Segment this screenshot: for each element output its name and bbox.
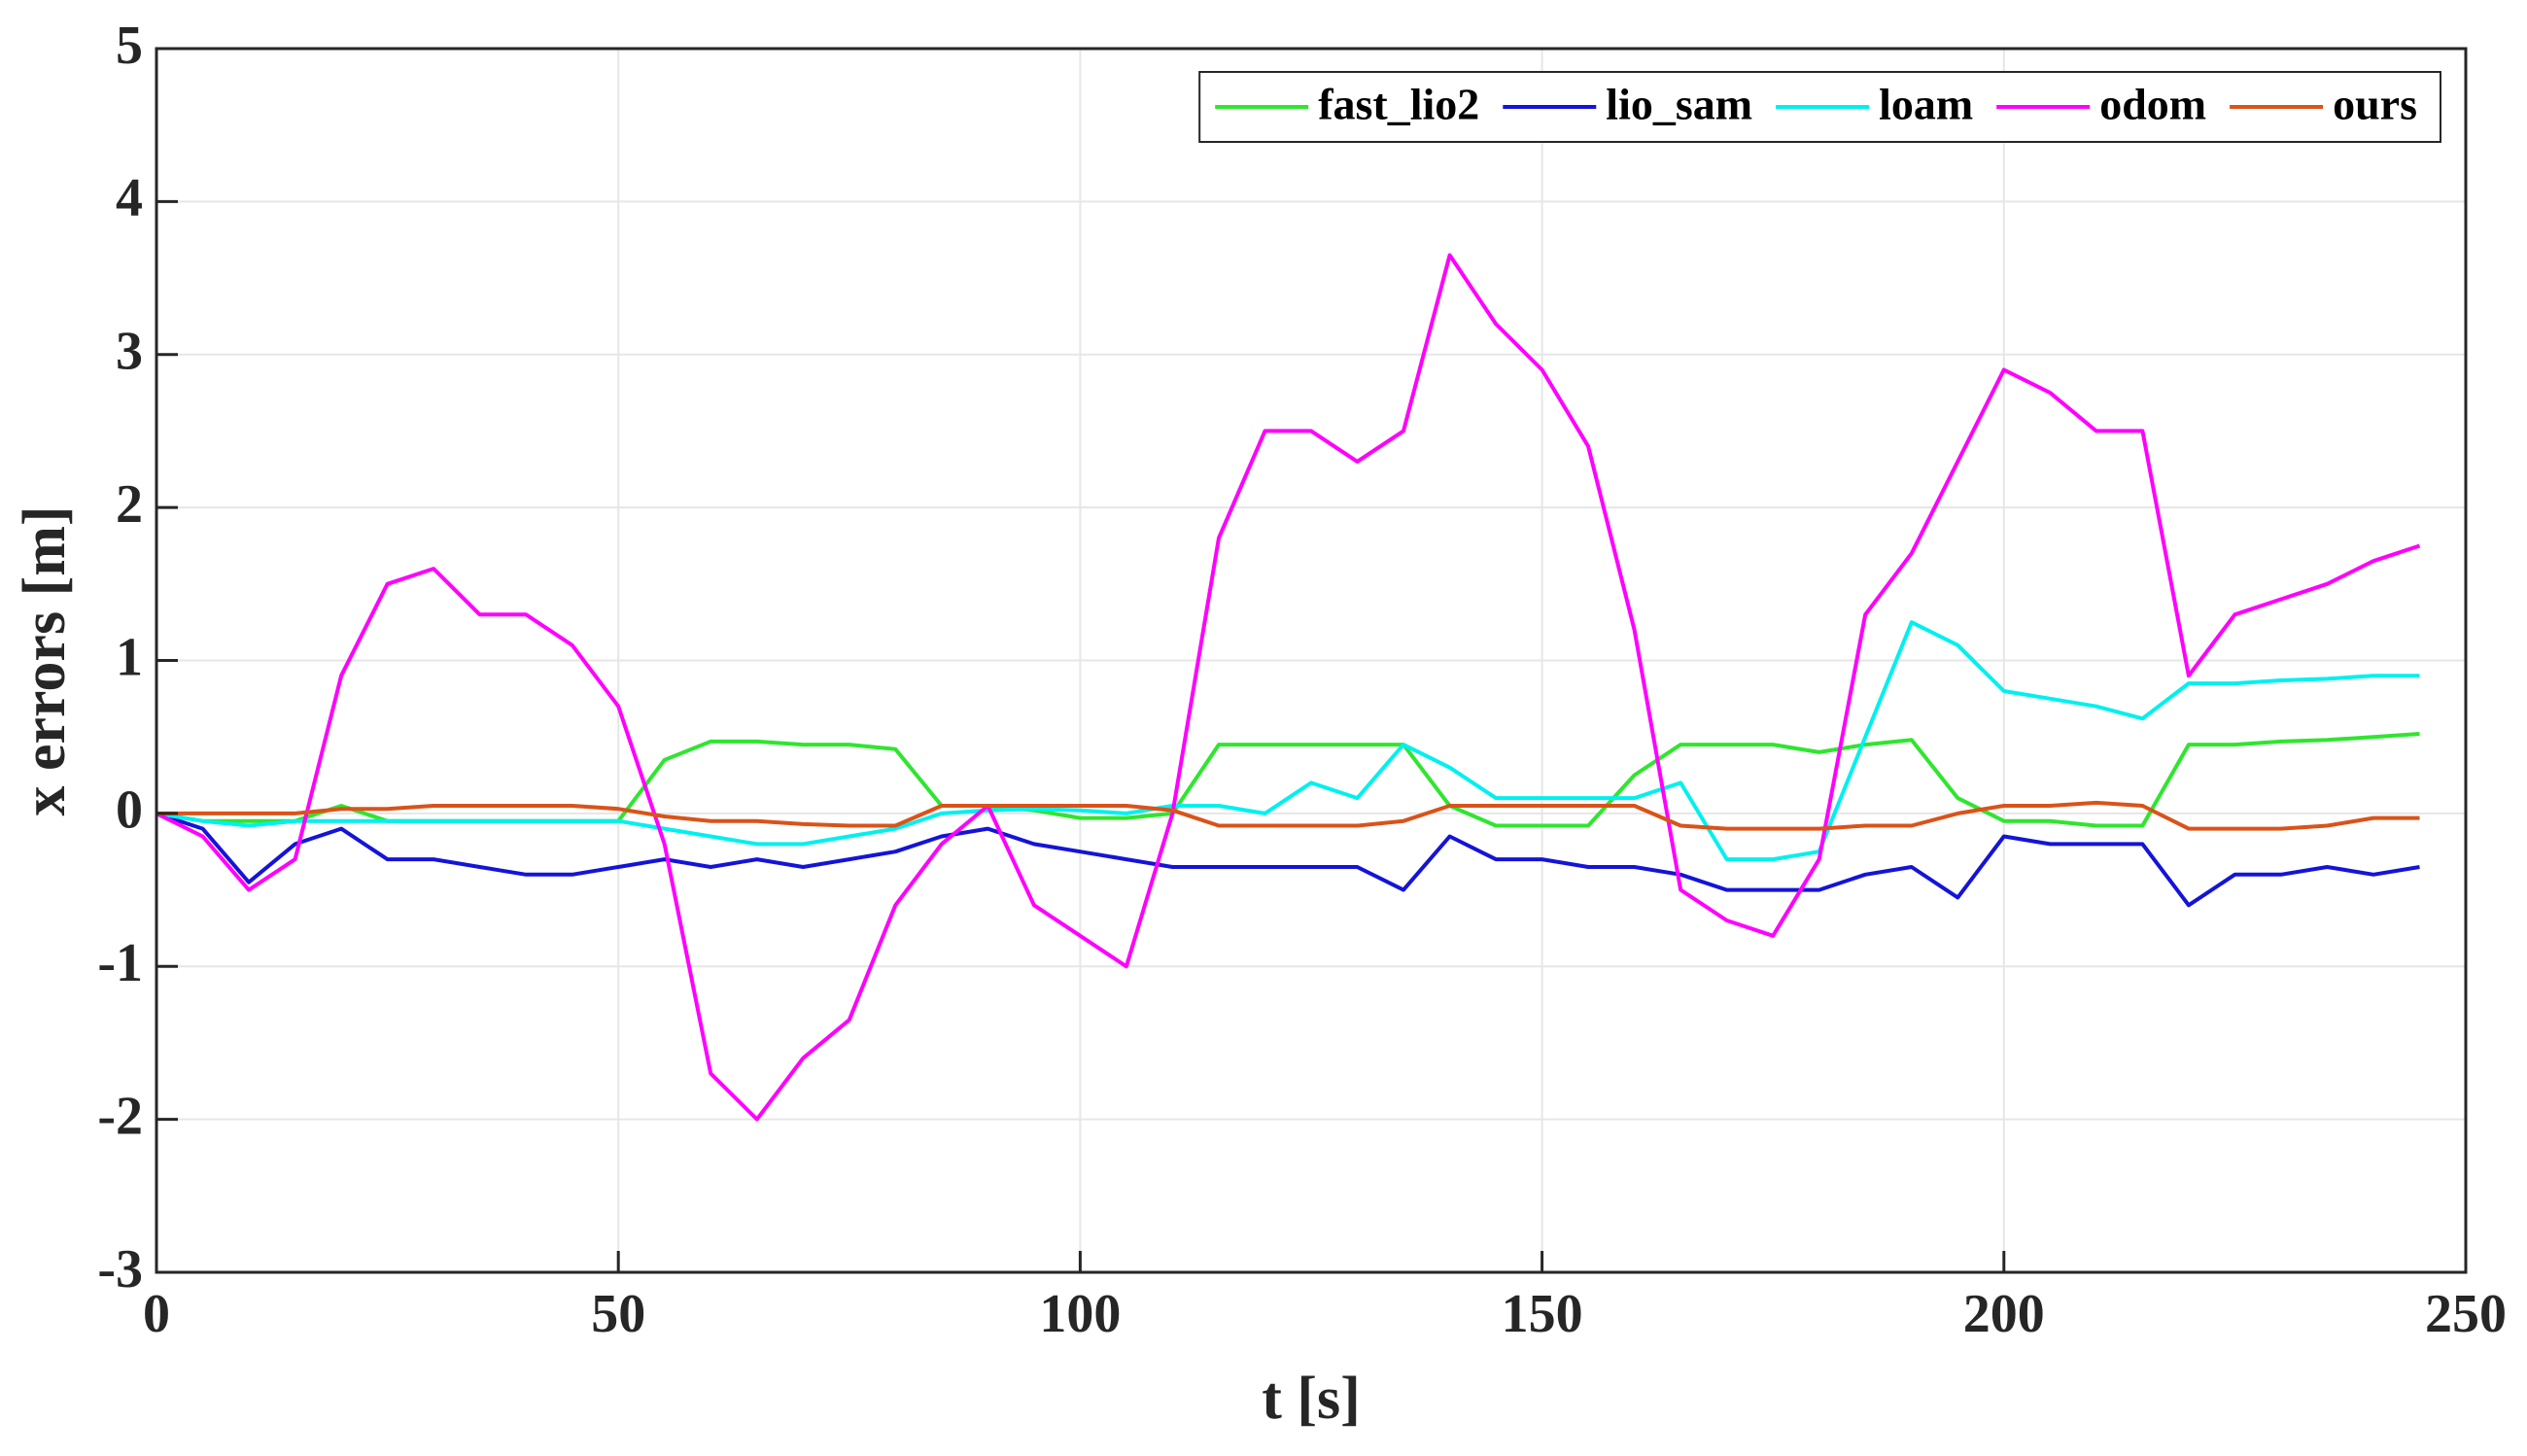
legend-label: ours <box>2333 80 2417 129</box>
data-line <box>156 800 2420 831</box>
y-tick-label: 4 <box>116 168 143 228</box>
x-tick-label: 250 <box>2425 1284 2507 1344</box>
y-tick-label: 5 <box>116 16 143 76</box>
data-line <box>156 253 2421 1122</box>
ticks: 0 50 100 150 200 250 -3 -2 -1 0 1 2 3 4 5 <box>97 16 2507 1344</box>
legend-label: lio_sam <box>1606 80 1752 129</box>
y-tick-label: 0 <box>116 780 143 841</box>
x-tick-label: 50 <box>591 1284 645 1344</box>
legend-label: odom <box>2099 80 2206 129</box>
y-tick-label: -1 <box>97 933 143 993</box>
y-tick-label: 1 <box>116 627 143 687</box>
y-tick-label: -3 <box>97 1239 143 1300</box>
data-line <box>156 812 2420 908</box>
y-tick-label: 2 <box>116 474 143 535</box>
x-tick-label: 150 <box>1502 1284 1583 1344</box>
y-axis-label: x errors [m] <box>12 505 78 815</box>
y-tick-label: 3 <box>116 322 143 382</box>
legend-label: loam <box>1879 80 1973 129</box>
x-tick-label: 200 <box>1963 1284 2045 1344</box>
data-line <box>156 620 2420 862</box>
x-axis-label: t [s] <box>1262 1366 1361 1432</box>
legend: fast_lio2 lio_sam loam odom ours <box>1198 71 2441 143</box>
x-tick-label: 100 <box>1039 1284 1121 1344</box>
plot-area <box>156 253 2421 1122</box>
x-tick-label: 0 <box>143 1284 170 1344</box>
y-tick-label: -2 <box>97 1086 143 1146</box>
legend-label: fast_lio2 <box>1318 80 1479 129</box>
